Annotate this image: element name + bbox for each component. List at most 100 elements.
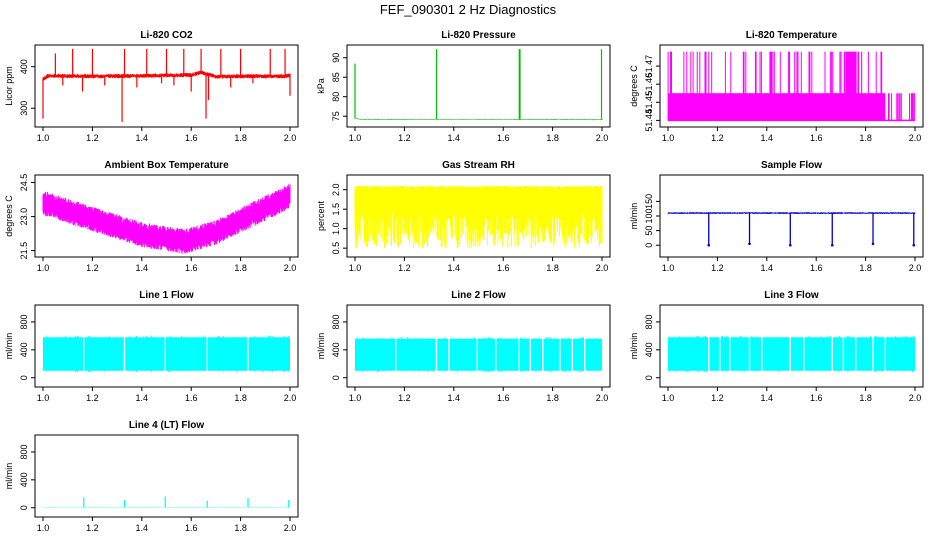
- panel-6-frame: [659, 174, 924, 258]
- panel-8-frame: [346, 304, 611, 388]
- panel-10-xtick-label-5: 1.8: [234, 523, 247, 533]
- panel-2-ytick-label-2: 80: [331, 92, 341, 102]
- panel-8-xtick-label-1: 1.0: [349, 393, 362, 403]
- panel-5-title: Gas Stream RH: [442, 160, 515, 171]
- panel-4-ytick-label-2: 23.0: [19, 208, 29, 226]
- panel-3-xtick-label-4: 1.6: [810, 133, 823, 143]
- panel-1-ylabel: Licor ppm: [4, 66, 14, 106]
- panel-5-line: [354, 185, 603, 249]
- panel-10-ytick-label-3: 800: [19, 444, 29, 459]
- panel-7-ytick-label-1: 0: [19, 375, 29, 380]
- panel-5-ytick-label-2: 1.0: [331, 222, 341, 235]
- panel-8-xtick-label-4: 1.6: [497, 393, 510, 403]
- panel-1-xtick-label-4: 1.6: [185, 133, 198, 143]
- panel-1-ytick-label-2: 400: [19, 59, 29, 74]
- panel-4: Ambient Box Temperature degrees C 1.0 1.2 1.…: [4, 160, 299, 273]
- panel-6-dip-point-2: [748, 242, 751, 246]
- panel-4-ytick-label-1: 21.5: [19, 242, 29, 260]
- panel-10-xtick-label-6: 2.0: [284, 523, 297, 533]
- panel-7-xtick-label-6: 2.0: [284, 393, 297, 403]
- panel-6-dip-point-5: [871, 242, 875, 246]
- panel-6-xtick-label-1: 1.0: [662, 263, 675, 273]
- panel-7-xtick-label-5: 1.8: [234, 393, 247, 403]
- panel-6-dip-point-6: [912, 243, 916, 247]
- panel-4-xtick-label-3: 1.4: [136, 263, 149, 273]
- panel-9-series: [667, 335, 915, 373]
- panel-6-ytick-label-3: 100: [644, 208, 654, 223]
- panel-2-ytick-label-4: 90: [331, 53, 341, 63]
- panel-8-xtick-label-6: 2.0: [596, 393, 609, 403]
- panel-1-ytick-label-1: 300: [19, 101, 29, 116]
- panel-2-xtick-label-4: 1.6: [497, 133, 510, 143]
- panel-8-ytick-label-2: 400: [331, 342, 341, 357]
- panel-2-ytick-label-1: 75: [331, 111, 341, 121]
- panel-7-ytick-label-3: 800: [19, 314, 29, 329]
- panel-8-xtick-label-2: 1.2: [398, 393, 411, 403]
- panel-9-ylabel: ml/min: [629, 333, 639, 360]
- panel-9-ytick-label-2: 400: [644, 342, 654, 357]
- panel-2-ylabel: kPa: [316, 78, 326, 94]
- panel-10-xtick-label-3: 1.4: [136, 523, 149, 533]
- panel-9-title: Line 3 Flow: [764, 290, 819, 301]
- panel-3-xtick-label-6: 2.0: [909, 133, 922, 143]
- panel-5-xtick-label-2: 1.2: [398, 263, 411, 273]
- panel-4-xtick-label-2: 1.2: [86, 263, 99, 273]
- panel-5-ylabel: percent: [316, 200, 326, 231]
- panel-3-xtick-label-5: 1.8: [859, 133, 872, 143]
- panel-7-xtick-label-4: 1.6: [185, 393, 198, 403]
- panel-5-ytick-label-1: 0.5: [331, 242, 341, 255]
- panel-8-band: [355, 338, 602, 371]
- panel-2-xtick-label-6: 2.0: [596, 133, 609, 143]
- panel-3-ylabel: degrees C: [629, 65, 639, 107]
- panel-9-xtick-label-3: 1.4: [761, 393, 774, 403]
- panel-9-frame: [659, 304, 924, 388]
- panel-7-band: [43, 337, 290, 371]
- panel-4-line: [42, 184, 291, 254]
- panel-7-xtick-label-1: 1.0: [37, 393, 50, 403]
- figure-title: FEF_090301 2 Hz Diagnostics: [379, 2, 557, 17]
- panel-6-ylabel: ml/min: [629, 203, 639, 230]
- panel-8: Line 2 Flow ml/min 1.0 1.2 1.4 1.6 1.8 2.0 0 400 8…: [316, 290, 611, 403]
- panel-6-xtick-label-6: 2.0: [909, 263, 922, 273]
- panel-6-xtick-label-2: 1.2: [711, 263, 724, 273]
- panel-1-xtick-label-6: 2.0: [284, 133, 297, 143]
- panel-1-xtick-label-3: 1.4: [136, 133, 149, 143]
- panel-4-xtick-label-5: 1.8: [234, 263, 247, 273]
- panel-1-series: [42, 48, 291, 122]
- panel-10-ytick-label-1: 0: [19, 505, 29, 510]
- panel-1-xtick-label-2: 1.2: [86, 133, 99, 143]
- panel-8-xtick-label-3: 1.4: [448, 393, 461, 403]
- panel-9-xtick-label-1: 1.0: [662, 393, 675, 403]
- panel-6-xtick-label-3: 1.4: [761, 263, 774, 273]
- panel-5-xtick-label-3: 1.4: [448, 263, 461, 273]
- panel-9-xtick-label-2: 1.2: [711, 393, 724, 403]
- panel-9-ytick-label-1: 0: [644, 375, 654, 380]
- panel-6-xtick-label-4: 1.6: [810, 263, 823, 273]
- panel-2-xtick-label-2: 1.2: [398, 133, 411, 143]
- panel-8-xtick-label-5: 1.8: [546, 393, 559, 403]
- panel-1-frame: [34, 44, 299, 128]
- panel-2: Li-820 Pressure kPa 1.0 1.2 1.4 1.6 1.8 2.0 75 80…: [316, 30, 611, 143]
- panel-3-series: [667, 51, 916, 122]
- panel-7-title: Line 1 Flow: [139, 290, 194, 301]
- panel-10-frame: [34, 434, 299, 518]
- panel-4-ytick-label-3: 24.5: [19, 174, 29, 192]
- panel-3-ytick-label-2: 51.45: [644, 91, 654, 114]
- panel-1-line: [42, 70, 291, 81]
- panel-10: Line 4 (LT) Flow ml/min 1.0 1.2 1.4 1.6 1.8 2.0…: [4, 420, 299, 533]
- panel-4-xtick-label-4: 1.6: [185, 263, 198, 273]
- panel-8-ytick-label-3: 800: [331, 314, 341, 329]
- panel-5-ytick-label-4: 2.0: [331, 183, 341, 196]
- panel-3-frame: [659, 44, 924, 128]
- panel-6-ytick-label-2: 50: [644, 226, 654, 236]
- panel-5-frame: [346, 174, 611, 258]
- panel-2-ytick-label-3: 85: [331, 72, 341, 82]
- panel-7-xtick-label-2: 1.2: [86, 393, 99, 403]
- panel-5-xtick-label-1: 1.0: [349, 263, 362, 273]
- panel-3-xtick-label-2: 1.2: [711, 133, 724, 143]
- panel-2-line: [354, 117, 603, 121]
- panel-9-noise: [667, 335, 915, 373]
- panel-9-band: [668, 337, 915, 371]
- panel-4-title: Ambient Box Temperature: [104, 160, 229, 171]
- panel-10-title: Line 4 (LT) Flow: [129, 420, 205, 431]
